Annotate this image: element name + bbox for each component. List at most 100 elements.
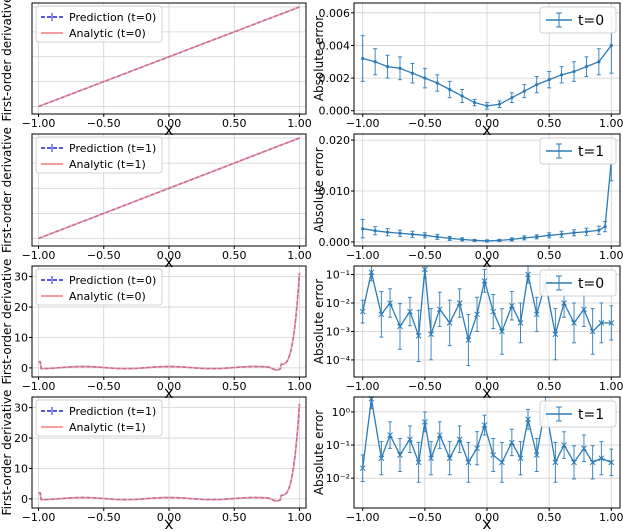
data-point [423,233,427,237]
data-point [597,60,601,64]
y-tick-label: 10⁻³ [326,325,350,338]
data-point [428,455,434,462]
y-tick-label: 30 [14,402,28,415]
x-tick-label: −0.50 [87,511,121,524]
data-point [584,65,589,69]
data-point [525,416,531,423]
data-point [608,320,615,326]
x-tick-label: 0.00 [157,380,182,393]
y-axis-label: First-order derivative [0,0,14,121]
data-point [490,452,497,458]
legend-label: Prediction (t=0) [69,274,156,287]
data-point [499,328,505,335]
data-point [428,331,434,338]
panel-p2: −1.00 −0.50 0.00 0.50 1.00 x First-order deriv… [0,127,312,271]
data-point [368,269,375,276]
data-point [481,277,488,284]
data-point [415,459,422,466]
y-tick-label: 10⁻¹ [326,439,350,452]
y-tick-label: 10⁻² [326,472,350,485]
x-axis-label: x [165,253,174,271]
data-point [485,104,489,108]
data-point [481,422,488,428]
x-tick-label: 0.50 [537,380,562,393]
x-axis-label: x [165,384,174,402]
y-tick-label: 0.010 [319,185,351,198]
x-tick-label: −0.50 [408,511,442,524]
x-tick-label: 1.00 [599,117,623,130]
x-tick-label: 0.00 [157,249,182,262]
data-point [378,455,385,462]
data-point [552,331,559,338]
x-tick-label: 1.00 [287,380,312,393]
data-point [517,320,524,326]
legend-label: t=1 [578,407,604,423]
data-point [510,96,514,100]
data-point [533,452,540,458]
data-point [421,419,428,425]
x-axis-label: x [483,515,492,531]
x-tick-label: −1.00 [346,380,380,393]
y-tick-label: 0 [21,493,28,506]
x-tick-label: −1.00 [22,117,56,130]
x-tick-label: 0.50 [537,511,562,524]
data-point [378,311,385,318]
y-tick-label: 20 [14,301,28,314]
data-point [533,311,540,318]
data-point [609,43,613,48]
legend-box [35,268,163,306]
x-tick-label: 0.00 [475,380,500,393]
data-point [385,230,390,234]
data-point [474,311,480,318]
legend-box [35,5,163,43]
legend-label: Analytic (t=0) [69,27,146,40]
x-tick-label: −1.00 [22,249,56,262]
data-point [448,236,452,240]
error-series-line [362,160,612,242]
data-point [472,100,477,105]
series-line-analytic-t-1- [38,403,301,502]
x-tick-label: −1.00 [22,380,56,393]
data-point [446,455,453,462]
y-tick-label: 10⁻⁴ [326,354,351,367]
data-point [589,459,596,466]
panel-p0: −1.00 −0.50 0.00 0.50 1.00 x First-order deriv… [0,0,312,139]
legend-label: Analytic (t=1) [69,158,146,171]
legend-label: Prediction (t=0) [69,11,156,24]
data-point [581,306,587,313]
data-point [547,233,551,237]
x-tick-label: −0.50 [408,117,442,130]
data-point [407,436,413,443]
data-point [497,102,502,106]
data-point [415,333,422,339]
panel-p7: −1.00 −0.50 0.00 0.50 1.00 x 10⁻² 10⁻¹ 10⁰ Absolu… [312,395,623,531]
x-tick-label: 0.50 [222,117,247,130]
data-point [571,320,577,326]
data-point [597,228,601,232]
y-tick-label: 10⁻¹ [326,269,350,282]
x-tick-label: −1.00 [346,249,380,262]
panel-p6: −1.00 −0.50 0.00 0.50 1.00 x 0 10 20 30First-orde… [0,390,312,531]
panel-p1: −1.00 −0.50 0.00 0.50 1.00 x 0.000 0.002 0.004 0.… [312,2,623,139]
data-point [581,445,587,452]
legend-box [35,399,163,437]
x-tick-label: 1.00 [599,511,623,524]
legend-label: Analytic (t=0) [69,290,146,303]
y-tick-label: 20 [14,432,28,445]
data-point [472,238,477,242]
data-point [359,465,366,472]
series-line-analytic-t-0- [38,272,301,371]
data-point [387,432,393,438]
x-tick-label: 0.00 [157,511,182,524]
data-point [435,235,439,239]
y-tick-label: 0 [21,362,28,375]
y-tick-label: 30 [14,271,28,284]
data-point [359,308,366,315]
x-tick-label: −0.50 [408,249,442,262]
data-point [490,308,497,315]
x-tick-label: 1.00 [287,511,312,524]
data-point [589,328,596,335]
data-point [522,89,526,93]
x-tick-label: 1.00 [287,117,312,130]
y-tick-label: 0.002 [319,72,351,85]
